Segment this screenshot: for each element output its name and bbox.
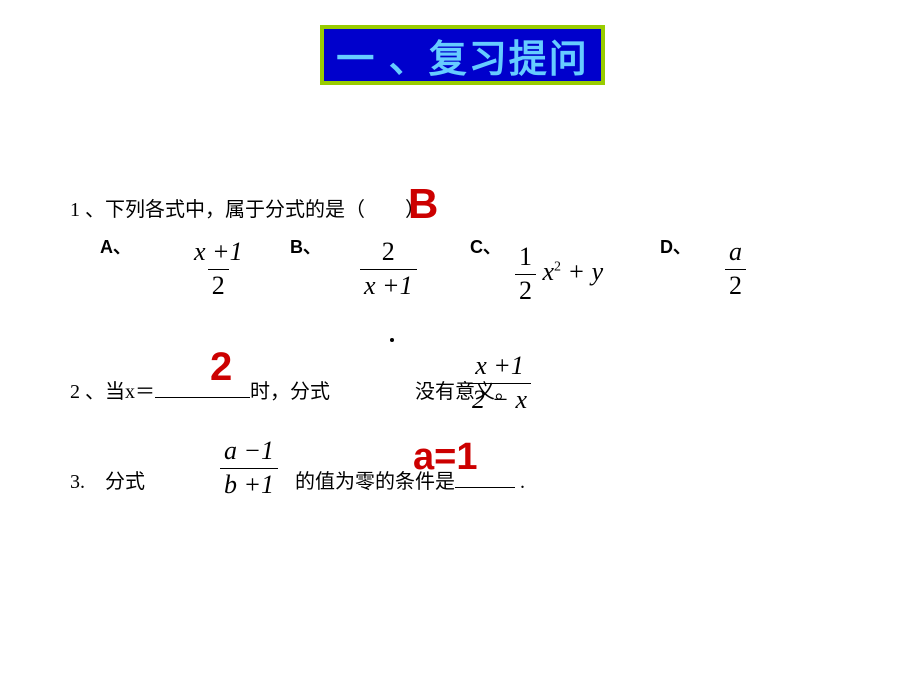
option-c-plusy: + y — [561, 257, 603, 286]
option-d-fraction: a 2 — [725, 238, 746, 300]
q1-answer: B — [408, 180, 438, 228]
q2-prefix-text: 2 、当x＝ — [70, 381, 155, 403]
q2-prefix: 2 、当x＝ 时，分式 — [70, 375, 330, 404]
q3-denominator: b +1 — [220, 468, 278, 500]
option-c-half: 1 2 — [515, 243, 536, 305]
option-c-half-num: 1 — [515, 243, 536, 274]
q3-blank — [455, 487, 515, 488]
q3-answer: a=1 — [413, 436, 477, 479]
q2-tail: 没有意义。 — [415, 375, 515, 404]
option-a-fraction: x +1 2 — [190, 238, 247, 300]
option-a-label: A、 — [100, 233, 131, 259]
q2-mid-text: 时，分式 — [250, 381, 330, 403]
q3-numerator: a −1 — [220, 437, 278, 468]
dot-icon — [390, 338, 394, 342]
option-b-numerator: 2 — [378, 238, 399, 269]
option-c-x: x — [543, 257, 555, 286]
option-c-label: C、 — [470, 233, 501, 259]
option-d-numerator: a — [725, 238, 746, 269]
q2-answer: 2 — [210, 345, 232, 390]
option-b-denominator: x +1 — [360, 269, 417, 301]
option-a-denominator: 2 — [208, 269, 229, 301]
q3-tail-text: . — [515, 471, 525, 493]
q3-prefix: 3. 分式 — [70, 465, 145, 494]
title-text: 一 、复习提问 — [336, 28, 589, 83]
q1-text: 1 、下列各式中，属于分式的是（ ） — [70, 193, 425, 222]
q3-fraction: a −1 b +1 — [220, 437, 278, 499]
q3-mid: 的值为零的条件是 . — [295, 465, 525, 494]
option-a-numerator: x +1 — [190, 238, 247, 269]
q2-blank — [155, 397, 250, 398]
option-b-label: B、 — [290, 233, 321, 259]
option-c-sup: 2 — [554, 259, 561, 274]
title-box: 一 、复习提问 — [320, 25, 605, 85]
option-d-denominator: 2 — [725, 269, 746, 301]
option-d-label: D、 — [660, 233, 691, 259]
option-b-fraction: 2 x +1 — [360, 238, 417, 300]
option-c-expression: 1 2 x2 + y — [515, 243, 603, 305]
option-c-half-den: 2 — [515, 274, 536, 306]
